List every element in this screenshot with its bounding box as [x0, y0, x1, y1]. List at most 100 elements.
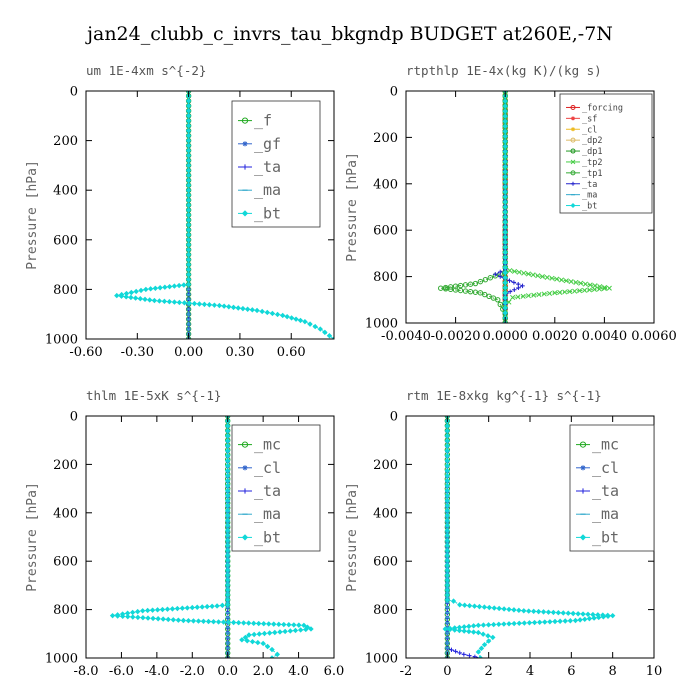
data-point: [450, 598, 457, 604]
y-tick-label: 1000: [365, 317, 398, 332]
data-point: [201, 301, 208, 308]
data-point: [444, 458, 451, 464]
data-point: [502, 118, 508, 124]
data-point: [531, 292, 537, 298]
x-tick-label: 0.0: [217, 664, 238, 679]
legend-entry: _tp2: [582, 158, 602, 168]
data-point: [605, 613, 611, 619]
data-point: [109, 612, 116, 619]
data-point: [128, 294, 134, 301]
data-point: [502, 199, 508, 205]
plot-frame: [405, 90, 655, 324]
data-point: [530, 272, 536, 278]
x-tick-label: 2: [485, 664, 493, 679]
data-point: [550, 609, 557, 616]
data-point: [502, 259, 508, 266]
data-point: [185, 152, 192, 159]
x-tick-label: 0.00: [174, 345, 203, 360]
data-point: [596, 614, 602, 621]
data-point: [482, 291, 488, 298]
data-point: [226, 304, 232, 310]
data-point: [498, 274, 503, 279]
data-point: [502, 138, 508, 145]
data-point: [205, 618, 212, 625]
data-point: [272, 629, 278, 636]
data-point: [470, 629, 477, 635]
data-point: [185, 256, 192, 263]
data-point: [447, 286, 454, 293]
data-point: [516, 607, 522, 614]
data-point: [472, 289, 479, 295]
data-point: [466, 623, 472, 630]
legend-entry: _ta: [254, 158, 281, 176]
data-point: [114, 292, 120, 299]
data-point: [225, 458, 231, 464]
data-point: [560, 610, 566, 616]
y-axis-label: Pressure [hPa]: [25, 482, 40, 592]
data-point: [225, 507, 231, 514]
data-point: [225, 522, 231, 528]
data-point: [444, 433, 451, 439]
data-point: [558, 277, 565, 283]
data-point: [515, 294, 521, 300]
data-point: [502, 179, 508, 185]
data-point: [322, 329, 328, 336]
data-point: [225, 462, 231, 469]
data-point: [502, 264, 508, 271]
data-point: [535, 273, 541, 279]
data-point: [286, 622, 292, 628]
data-point: [185, 118, 192, 124]
x-tick-label: 0.0060: [631, 329, 677, 344]
y-tick-label: 0: [390, 85, 398, 100]
data-point: [490, 621, 497, 628]
data-point: [326, 332, 333, 339]
data-point: [266, 621, 272, 627]
data-point: [271, 621, 277, 627]
data-point: [230, 619, 237, 626]
data-point: [575, 611, 581, 617]
data-point: [516, 281, 521, 287]
data-point: [189, 604, 195, 611]
data-point: [151, 297, 158, 304]
x-tick-label: 4.0: [288, 664, 309, 679]
legend-marker: [570, 104, 576, 110]
data-point: [169, 606, 176, 612]
data-point: [123, 290, 130, 297]
data-point: [502, 244, 508, 251]
data-point: [526, 620, 533, 626]
data-point: [457, 287, 464, 294]
data-point: [477, 655, 484, 658]
data-point: [165, 616, 171, 623]
data-point: [502, 295, 508, 301]
data-point: [185, 123, 192, 129]
data-point: [502, 224, 508, 230]
data-point: [137, 296, 144, 302]
data-point: [496, 605, 502, 612]
data-point: [277, 629, 283, 635]
data-point: [590, 611, 596, 618]
data-point: [185, 227, 192, 233]
data-point: [600, 614, 607, 620]
data-point: [171, 299, 178, 305]
legend-marker: [242, 465, 248, 471]
data-point: [204, 603, 210, 610]
data-point: [185, 247, 192, 253]
legend: _mc _cl _ta _ma _bt: [231, 424, 321, 552]
y-axis-label: Pressure [hPa]: [345, 152, 360, 262]
data-point: [225, 433, 231, 439]
data-point: [185, 187, 192, 193]
legend-entry: _ma: [582, 191, 597, 201]
y-tick-label: 600: [53, 233, 78, 248]
data-point: [317, 326, 324, 332]
data-point: [255, 639, 261, 646]
legend-marker: [570, 159, 576, 165]
data-point: [185, 103, 192, 109]
data-point: [185, 182, 192, 188]
data-point: [502, 214, 508, 220]
data-point: [606, 285, 612, 291]
data-point: [176, 299, 183, 306]
data-point: [254, 307, 260, 314]
x-tick-label: -6.0: [109, 664, 134, 679]
data-point: [521, 270, 527, 276]
data-point: [124, 610, 131, 616]
